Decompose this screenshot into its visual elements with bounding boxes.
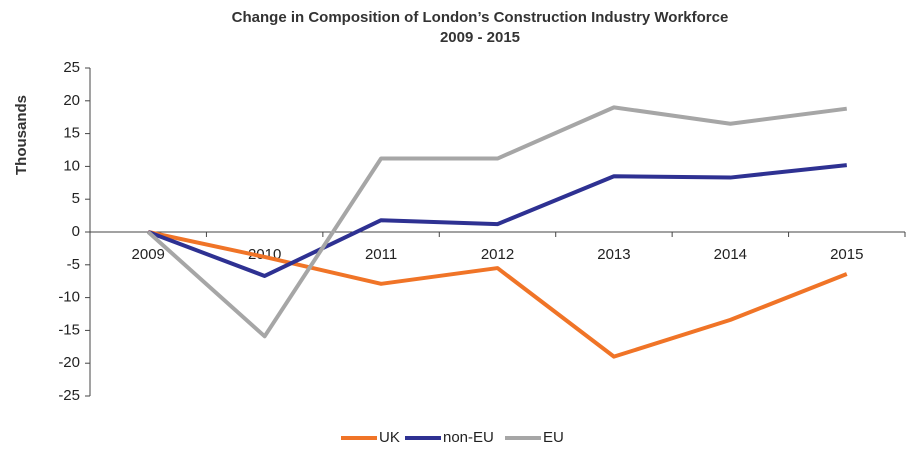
y-tick-label: 0 [72, 223, 80, 240]
y-tick-label: -5 [67, 256, 80, 273]
x-tick-label: 2015 [830, 246, 863, 263]
x-tick-label: 2013 [597, 246, 630, 263]
y-tick-label: 15 [63, 125, 80, 142]
chart-subtitle: 2009 - 2015 [440, 29, 520, 46]
y-tick-label: 20 [63, 92, 80, 109]
y-tick-label: 5 [72, 190, 80, 207]
y-axis-label: Thousands [13, 95, 30, 175]
x-tick-label: 2011 [365, 246, 397, 263]
line-series [146, 105, 848, 339]
x-tick-label: 2014 [714, 246, 747, 263]
y-tick-label: -10 [58, 289, 80, 306]
legend-label: UK [379, 429, 400, 446]
y-tick-label: -20 [58, 354, 80, 371]
y-tick-label: 10 [63, 157, 80, 174]
chart-title: Change in Composition of London’s Constr… [232, 9, 729, 26]
legend-label: EU [543, 429, 564, 446]
y-tick-label: -25 [58, 387, 80, 404]
y-tick-label: -15 [58, 321, 80, 338]
x-tick-label: 2012 [481, 246, 514, 263]
line-series [147, 163, 847, 278]
legend-label: non-EU [443, 429, 494, 446]
x-tick-label: 2009 [132, 246, 165, 263]
line-series [147, 230, 848, 359]
y-tick-label: 25 [63, 59, 80, 76]
